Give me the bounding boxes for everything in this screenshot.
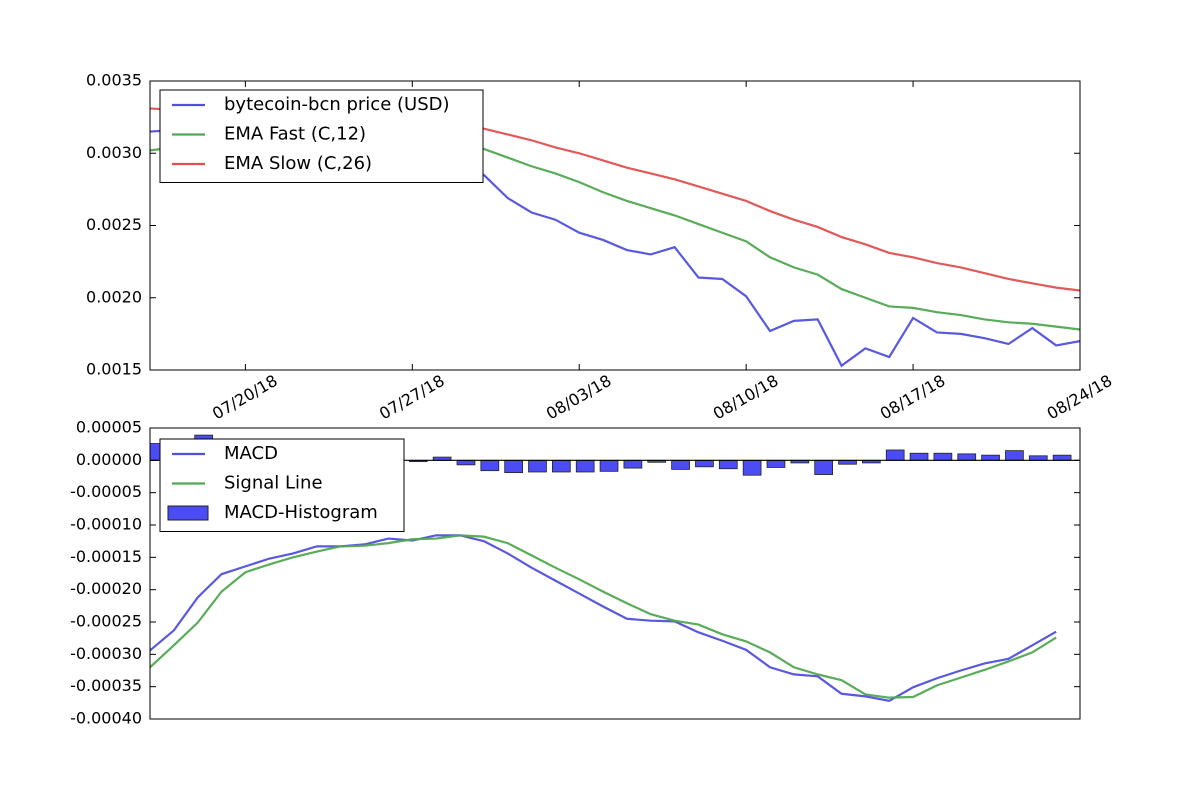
y-tick-label: -0.00010 <box>70 515 142 534</box>
y-tick-label: 0.00000 <box>76 450 142 469</box>
histogram-bar <box>909 452 929 461</box>
legend-label: Signal Line <box>224 473 323 494</box>
x-tick-label: 08/17/18 <box>877 371 949 423</box>
legend-label: EMA Fast (C,12) <box>224 124 366 145</box>
y-tick-label: 0.0025 <box>86 215 142 234</box>
histogram-bar <box>456 459 476 466</box>
y-tick-label: -0.00030 <box>70 644 142 663</box>
series-line <box>150 534 1057 703</box>
y-tick-label: 0.0035 <box>86 71 142 90</box>
legend-box <box>159 89 484 183</box>
histogram-bar <box>766 459 786 468</box>
histogram-bar <box>528 459 547 473</box>
histogram-bar <box>599 459 619 472</box>
histogram-bar <box>695 459 714 468</box>
y-tick-label: 0.00005 <box>76 418 142 437</box>
histogram-bar <box>981 454 1000 461</box>
series-layer <box>150 434 1080 703</box>
legend: MACD Signal Line MACD-Histogram <box>159 438 405 532</box>
histogram-bar <box>1052 454 1072 461</box>
legend: bytecoin-bcn price (USD) EMA Fast (C,12) E… <box>159 89 484 183</box>
histogram-bar <box>480 459 500 472</box>
series-line <box>150 534 1057 699</box>
legend-label: MACD-Histogram <box>224 502 378 523</box>
histogram-bar <box>885 449 905 461</box>
y-tick-label: 0.0030 <box>86 143 142 162</box>
y-tick-label: -0.00020 <box>70 579 142 598</box>
legend-label: bytecoin-bcn price (USD) <box>224 94 450 115</box>
legend-label: MACD <box>224 443 278 464</box>
x-tick-label: 08/03/18 <box>543 371 615 423</box>
x-tick-label: 07/27/18 <box>376 371 448 423</box>
x-tick-label: 08/10/18 <box>710 371 782 423</box>
histogram-bar <box>623 459 643 469</box>
histogram-bar <box>957 453 977 461</box>
histogram-bar <box>1028 455 1048 461</box>
y-tick-label: 0.0020 <box>86 287 142 306</box>
histogram-bar <box>814 459 833 475</box>
plot-area: 0.00005 0.00000 -0.00005 -0.00010 -0.00015 -0… <box>70 418 1081 728</box>
histogram-bar <box>933 452 953 461</box>
x-tick-label: 07/20/18 <box>209 371 281 423</box>
y-tick-label: -0.00005 <box>70 482 142 501</box>
histogram-bar <box>575 459 595 473</box>
axes-frame <box>149 427 1081 720</box>
y-tick-label: -0.00040 <box>70 709 142 728</box>
histogram-bar <box>742 459 762 476</box>
histogram-bar <box>671 459 690 470</box>
histogram-bar <box>552 459 571 473</box>
y-tick-label: -0.00035 <box>70 676 142 695</box>
y-tick-label: -0.00025 <box>70 612 142 631</box>
legend-label: EMA Slow (C,26) <box>224 153 372 174</box>
histogram-bar <box>1005 450 1024 461</box>
x-tick-label: 08/24/18 <box>1044 371 1116 423</box>
y-tick-label: -0.00015 <box>70 547 142 566</box>
histogram-bar <box>718 459 738 470</box>
legend-swatch <box>167 505 209 521</box>
histogram-bar <box>504 459 523 474</box>
y-tick-label: 0.0015 <box>86 360 142 379</box>
